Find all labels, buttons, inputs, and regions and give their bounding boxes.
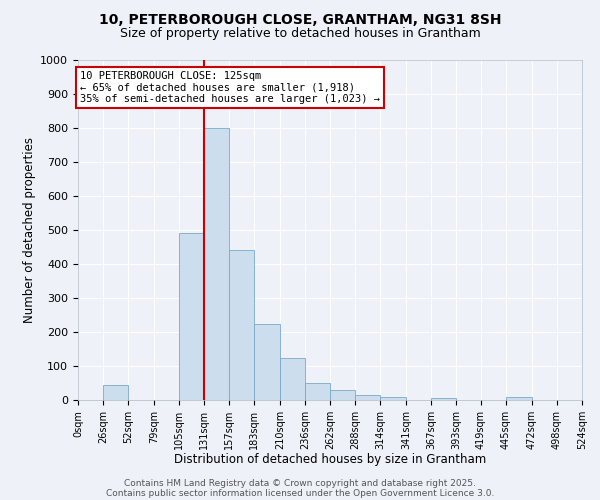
Bar: [330, 390, 355, 400]
Y-axis label: Number of detached properties: Number of detached properties: [23, 137, 36, 323]
Text: Contains public sector information licensed under the Open Government Licence 3.: Contains public sector information licen…: [106, 488, 494, 498]
Bar: [355, 395, 380, 400]
Bar: [431, 398, 456, 400]
Bar: [280, 358, 305, 400]
Bar: [506, 398, 532, 400]
Bar: [380, 396, 406, 400]
Text: Size of property relative to detached houses in Grantham: Size of property relative to detached ho…: [119, 28, 481, 40]
Text: 10 PETERBOROUGH CLOSE: 125sqm
← 65% of detached houses are smaller (1,918)
35% o: 10 PETERBOROUGH CLOSE: 125sqm ← 65% of d…: [80, 71, 380, 104]
Text: 10, PETERBOROUGH CLOSE, GRANTHAM, NG31 8SH: 10, PETERBOROUGH CLOSE, GRANTHAM, NG31 8…: [99, 12, 501, 26]
Bar: [229, 250, 254, 400]
Bar: [305, 383, 330, 400]
Bar: [204, 128, 229, 400]
Bar: [103, 384, 128, 400]
X-axis label: Distribution of detached houses by size in Grantham: Distribution of detached houses by size …: [174, 454, 486, 466]
Bar: [179, 234, 204, 400]
Text: Contains HM Land Registry data © Crown copyright and database right 2025.: Contains HM Land Registry data © Crown c…: [124, 478, 476, 488]
Bar: [254, 324, 280, 400]
